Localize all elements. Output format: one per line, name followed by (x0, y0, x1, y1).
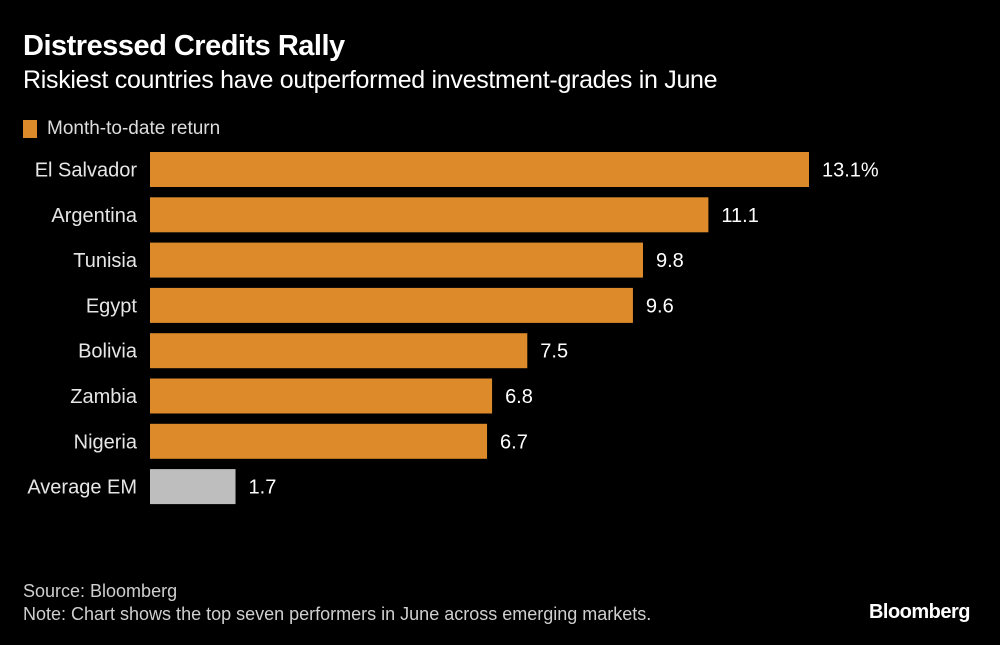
chart-subtitle: Riskiest countries have outperformed inv… (23, 66, 718, 94)
bar-zambia (150, 378, 493, 414)
category-label: Average EM (27, 477, 137, 499)
bar-average-em (150, 469, 236, 505)
value-label: 11.1 (721, 205, 758, 227)
bar-bolivia (150, 333, 528, 369)
category-label: Bolivia (78, 341, 138, 363)
category-label: El Salvador (35, 160, 138, 182)
category-label: Tunisia (73, 250, 138, 272)
bar-egypt (150, 287, 633, 323)
category-label: Nigeria (74, 431, 138, 453)
value-label: 6.7 (500, 431, 528, 453)
value-label: 9.6 (646, 295, 674, 317)
category-label: Zambia (70, 386, 138, 408)
value-label: 9.8 (656, 250, 684, 272)
bar-chart: El Salvador 13.1% Argentina 11.1 Tunisia 9.8 E… (27, 152, 879, 505)
bloomberg-logo: Bloomberg (868, 601, 971, 623)
value-label: 7.5 (540, 341, 568, 363)
legend: Month-to-date return (23, 118, 220, 140)
legend-label: Month-to-date return (47, 118, 221, 139)
bar-el-salvador (150, 152, 809, 187)
bar-argentina (150, 197, 709, 233)
source-note: Source: Bloomberg (23, 581, 178, 601)
value-label: 6.8 (505, 386, 533, 408)
category-label: Egypt (86, 295, 138, 317)
value-label: 1.7 (249, 477, 277, 499)
footnote: Note: Chart shows the top seven performe… (23, 604, 652, 624)
bar-tunisia (150, 242, 643, 278)
chart-title: Distressed Credits Rally (23, 30, 345, 62)
value-label: 13.1% (822, 160, 879, 182)
category-label: Argentina (51, 205, 137, 227)
legend-swatch (23, 120, 37, 138)
bar-nigeria (150, 423, 488, 459)
